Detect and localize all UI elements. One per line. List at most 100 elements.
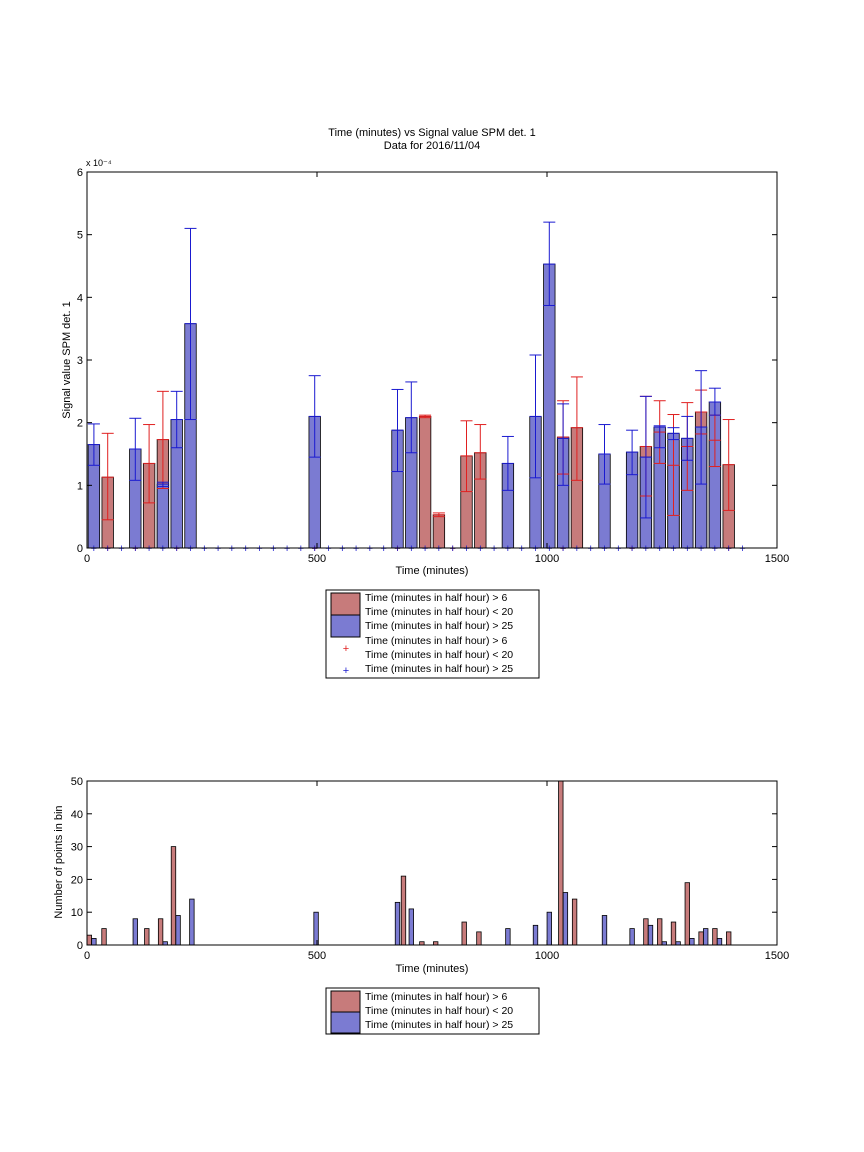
histogram-bar [684, 882, 690, 946]
histogram-bar [716, 938, 723, 946]
data-marker: + [311, 543, 317, 555]
top-chart-markers: + + + + + + + + + + + + + + + + + + + + + + + + + + + + + + + + + + + + + + + +… [91, 543, 746, 555]
bottom-legend-swatch-blue [330, 1011, 361, 1034]
y-tick-label: 4 [77, 292, 83, 304]
histogram-bar [558, 780, 564, 946]
data-marker: + [463, 543, 469, 555]
top-legend-marker-red: + [343, 643, 349, 655]
histogram-bar [408, 908, 414, 946]
y-tick-label: 10 [71, 907, 83, 919]
data-marker: + [394, 543, 400, 555]
data-marker: + [546, 543, 552, 555]
bottom-chart: 0 500 1000 1500 0 10 20 30 40 50 Time (minutes) N… [53, 776, 789, 1035]
histogram-bar [189, 898, 195, 946]
x-tick-label: 1000 [535, 553, 559, 565]
data-marker: + [229, 543, 235, 555]
histogram-bar [698, 931, 704, 946]
top-chart-xlabel: Time (minutes) [396, 565, 469, 577]
data-marker: + [91, 543, 97, 555]
x-tick-label: 0 [84, 553, 90, 565]
data-marker: + [725, 543, 731, 555]
data-marker: + [449, 543, 455, 555]
histogram-bar [170, 846, 177, 946]
histogram-bar [670, 921, 677, 946]
data-marker: + [284, 543, 290, 555]
bottom-chart-ticks: 0 500 1000 1500 0 10 20 30 40 50 [71, 776, 789, 962]
data-marker: + [518, 543, 524, 555]
top-chart: Time (minutes) vs Signal value SPM det. … [61, 127, 789, 679]
histogram-bar [571, 898, 578, 946]
data-marker: + [739, 543, 745, 555]
data-marker: + [422, 543, 428, 555]
data-marker: + [325, 543, 331, 555]
histogram-bar [132, 918, 138, 946]
bottom-chart-axes-frame [86, 780, 778, 946]
y-tick-label: 0 [77, 543, 83, 555]
data-marker: + [670, 543, 676, 555]
data-bar [418, 415, 432, 549]
data-marker: + [380, 543, 386, 555]
histogram-bar [562, 892, 569, 946]
data-marker: + [173, 543, 179, 555]
bottom-legend-label: Time (minutes in half hour) > 25 [365, 1019, 513, 1031]
y-tick-label: 20 [71, 874, 83, 886]
bottom-legend-label: Time (minutes in half hour) < 20 [365, 1005, 513, 1017]
bottom-chart-bars [86, 780, 732, 946]
x-tick-label: 500 [308, 553, 326, 565]
data-marker: + [532, 543, 538, 555]
bottom-chart-xlabel: Time (minutes) [396, 963, 469, 975]
data-marker: + [394, 543, 400, 555]
top-legend-swatch-blue [330, 614, 361, 638]
top-chart-subtitle: Data for 2016/11/04 [384, 140, 480, 152]
data-marker: + [491, 543, 497, 555]
data-marker: + [574, 543, 580, 555]
y-tick-label: 50 [71, 776, 83, 788]
top-chart-ylabel: Signal value SPM det. 1 [61, 301, 73, 418]
data-marker: + [560, 543, 566, 555]
top-chart-errorbars [87, 221, 735, 521]
bottom-legend-label: Time (minutes in half hour) > 6 [365, 991, 507, 1003]
data-marker: + [104, 543, 110, 555]
data-marker: + [118, 543, 124, 555]
y-tick-label: 2 [77, 418, 83, 430]
histogram-bar [86, 934, 92, 946]
top-chart-y-multiplier: x 10⁻⁴ [86, 158, 112, 168]
x-tick-label: 0 [84, 950, 90, 962]
histogram-bar [157, 918, 164, 946]
histogram-bar [91, 938, 97, 946]
data-marker: + [629, 543, 635, 555]
histogram-bar [657, 918, 663, 946]
top-chart-legend: + + Time (minutes in half hour) > 6 Time… [325, 589, 540, 679]
data-marker: + [298, 543, 304, 555]
data-marker: + [408, 543, 414, 555]
y-tick-label: 1 [77, 480, 83, 492]
data-marker: + [725, 543, 731, 555]
data-marker: + [601, 543, 607, 555]
top-chart-title: Time (minutes) vs Signal value SPM det. … [328, 127, 535, 139]
y-tick-label: 30 [71, 842, 83, 854]
data-marker: + [587, 543, 593, 555]
data-marker: + [173, 543, 179, 555]
data-bar [543, 263, 556, 549]
y-tick-label: 6 [77, 167, 83, 179]
top-legend-box [325, 589, 540, 679]
top-legend-swatch-red [330, 592, 361, 616]
data-marker: + [656, 543, 662, 555]
data-marker: + [132, 543, 138, 555]
data-marker: + [146, 543, 152, 555]
bottom-chart-legend: Time (minutes in half hour) > 6 Time (mi… [325, 987, 540, 1035]
histogram-bar [689, 938, 695, 946]
data-marker: + [367, 543, 373, 555]
top-legend-label: Time (minutes in half hour) < 20 [365, 606, 513, 618]
histogram-bar [101, 928, 107, 946]
x-tick-label: 1500 [765, 553, 789, 565]
x-tick-label: 1500 [765, 950, 789, 962]
data-marker: + [215, 543, 221, 555]
bottom-chart-ylabel: Number of points in bin [53, 805, 65, 918]
top-legend-marker-blue: + [343, 665, 349, 677]
x-tick-label: 1000 [535, 950, 559, 962]
data-marker: + [712, 543, 718, 555]
data-marker: + [160, 543, 166, 555]
x-tick-label: 500 [308, 950, 326, 962]
